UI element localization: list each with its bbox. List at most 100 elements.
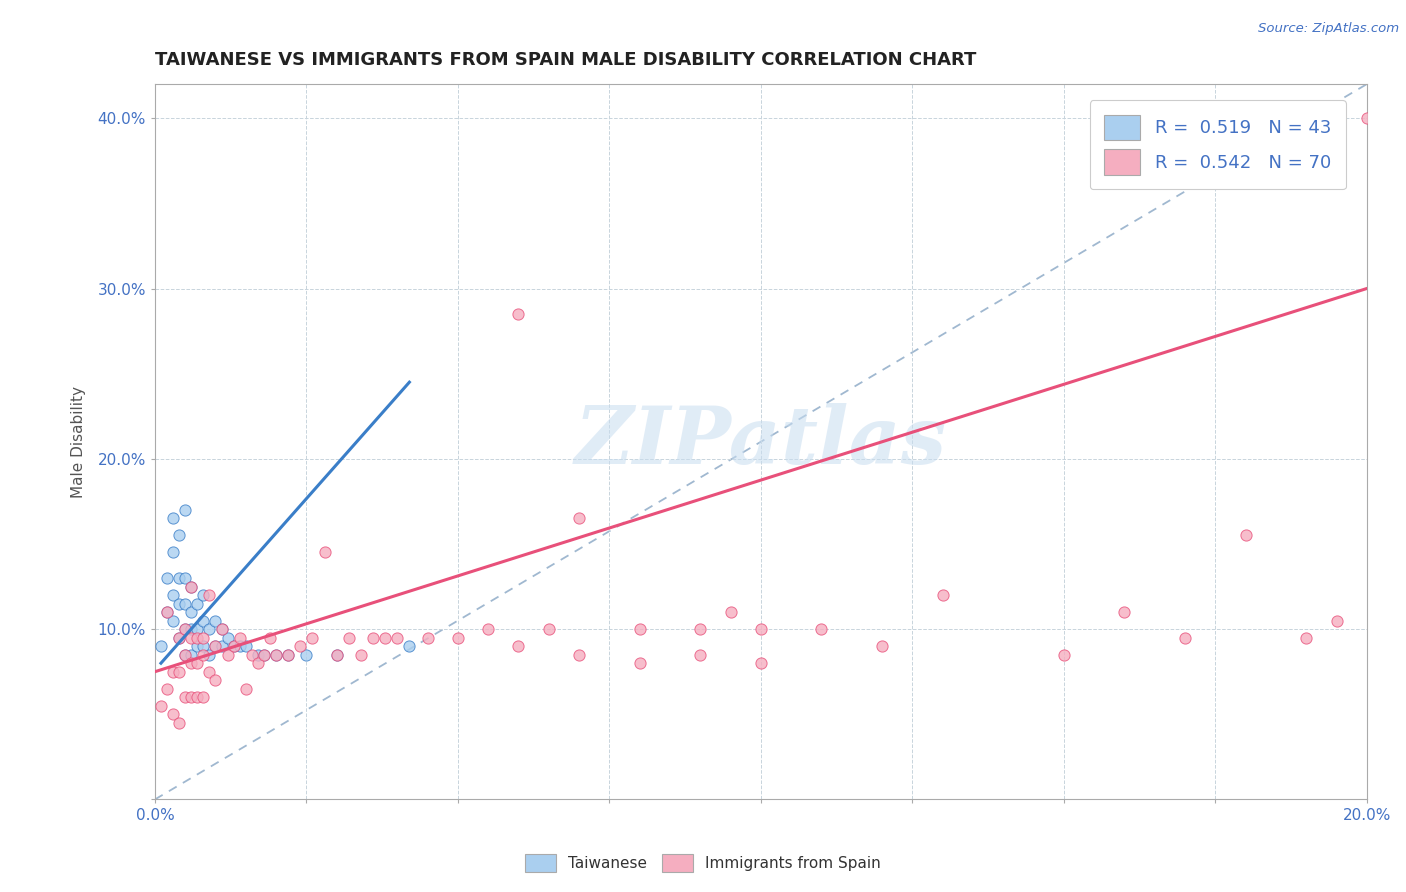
Point (180, 656, 202, 670)
Point (228, 639, 250, 653)
Point (186, 690, 208, 705)
Point (167, 665, 190, 679)
Point (156, 571, 179, 585)
Point (387, 631, 409, 645)
Point (204, 639, 226, 653)
Point (1053, 648, 1076, 662)
Point (246, 656, 269, 670)
Point (235, 639, 257, 653)
Point (228, 631, 250, 645)
Point (180, 580, 202, 594)
Point (180, 580, 202, 594)
Point (628, 622, 651, 636)
Point (186, 597, 208, 611)
Point (156, 681, 179, 696)
Point (156, 605, 179, 619)
Point (204, 614, 226, 628)
Point (180, 690, 202, 705)
Point (628, 656, 651, 670)
Point (537, 622, 560, 636)
Point (689, 622, 711, 636)
Point (325, 648, 347, 662)
Point (337, 631, 360, 645)
Point (193, 639, 215, 653)
Legend: Taiwanese, Immigrants from Spain: Taiwanese, Immigrants from Spain (517, 846, 889, 880)
Point (193, 631, 215, 645)
Point (167, 597, 190, 611)
Point (277, 648, 299, 662)
Point (361, 631, 384, 645)
Point (167, 571, 190, 585)
Point (264, 648, 287, 662)
Point (374, 631, 396, 645)
Point (264, 648, 287, 662)
Point (222, 639, 245, 653)
Point (749, 622, 772, 636)
Point (870, 639, 893, 653)
Point (217, 648, 239, 662)
Point (162, 665, 184, 679)
Point (222, 639, 245, 653)
Point (186, 656, 208, 670)
Point (568, 648, 591, 662)
Text: ZIPatlas: ZIPatlas (575, 403, 946, 481)
Point (1174, 631, 1197, 645)
Point (253, 648, 276, 662)
Point (295, 648, 318, 662)
Point (162, 588, 184, 602)
Text: Source: ZipAtlas.com: Source: ZipAtlas.com (1258, 22, 1399, 36)
Point (174, 503, 197, 517)
Point (508, 639, 530, 653)
Point (508, 307, 530, 321)
Point (1114, 605, 1136, 619)
Point (198, 648, 221, 662)
Point (477, 622, 499, 636)
Point (174, 622, 197, 636)
Point (180, 605, 202, 619)
Point (314, 545, 336, 559)
Point (211, 622, 233, 636)
Point (174, 690, 197, 705)
Point (217, 631, 239, 645)
Point (325, 648, 347, 662)
Point (810, 622, 832, 636)
Point (193, 648, 215, 662)
Point (211, 622, 233, 636)
Point (204, 639, 226, 653)
Point (253, 648, 276, 662)
Point (277, 648, 299, 662)
Point (162, 707, 184, 722)
Point (174, 571, 197, 585)
Point (240, 648, 263, 662)
Point (174, 597, 197, 611)
Legend: R =  0.519   N = 43, R =  0.542   N = 70: R = 0.519 N = 43, R = 0.542 N = 70 (1090, 100, 1346, 189)
Point (398, 639, 420, 653)
Point (689, 648, 711, 662)
Point (193, 690, 215, 705)
Point (235, 681, 257, 696)
Point (204, 673, 226, 688)
Point (447, 631, 470, 645)
Y-axis label: Male Disability: Male Disability (72, 385, 86, 498)
Point (290, 639, 312, 653)
Point (211, 639, 233, 653)
Point (186, 622, 208, 636)
Point (931, 588, 953, 602)
Point (162, 511, 184, 525)
Point (167, 715, 190, 730)
Point (149, 698, 172, 713)
Point (198, 622, 221, 636)
Point (180, 622, 202, 636)
Point (186, 631, 208, 645)
Point (162, 614, 184, 628)
Point (749, 656, 772, 670)
Point (259, 631, 281, 645)
Point (180, 631, 202, 645)
Point (180, 648, 202, 662)
Point (350, 648, 373, 662)
Point (1355, 111, 1378, 125)
Point (167, 631, 190, 645)
Point (174, 622, 197, 636)
Point (198, 588, 221, 602)
Point (174, 648, 197, 662)
